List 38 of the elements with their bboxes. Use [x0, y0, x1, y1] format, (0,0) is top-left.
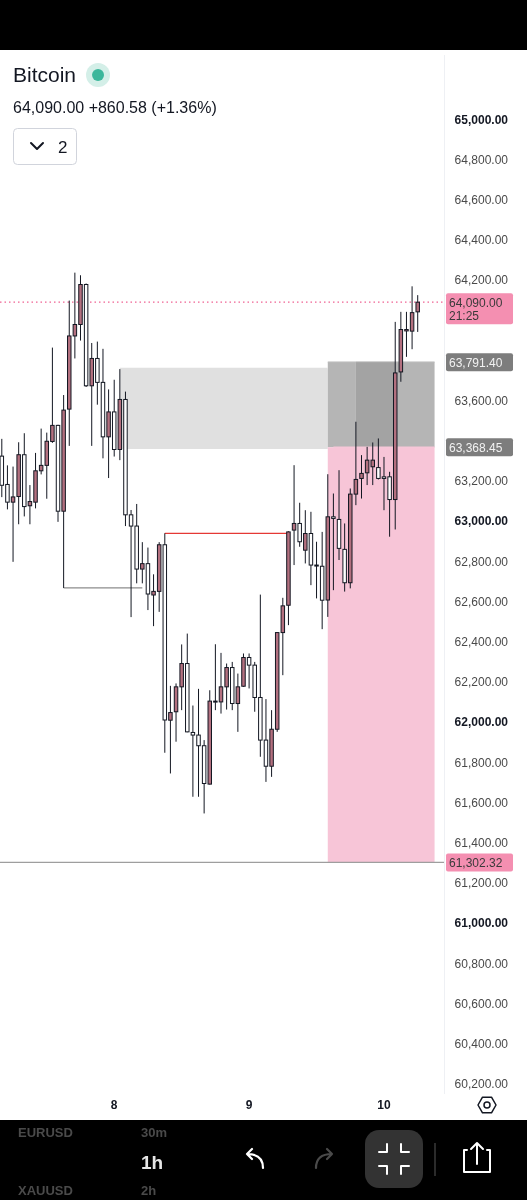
text: 30m — [141, 1125, 168, 1140]
text: 64,090.00 +860.58 (+1.36%) — [13, 99, 217, 116]
y-tick-label: 62,800.00 — [454, 554, 509, 569]
y-tick-label: 60,800.00 — [454, 956, 509, 971]
y-tick-label: 64,200.00 — [454, 273, 509, 288]
text: 21:25 — [449, 308, 480, 323]
y-tick-label: 62,400.00 — [454, 635, 509, 650]
y-tick-label: 62,600.00 — [454, 594, 509, 609]
chart-title: Bitcoin — [13, 63, 77, 86]
y-tick-label: 61,000.00 — [454, 916, 509, 931]
x-tick-label: 10 — [377, 1098, 391, 1112]
y-tick-label: 61,800.00 — [454, 755, 509, 770]
y-tick-label: 63,000.00 — [454, 514, 509, 529]
y-tick-label: 62,200.00 — [454, 675, 509, 690]
y-tick-label: 60,600.00 — [454, 996, 509, 1011]
y-tick-label: 64,800.00 — [454, 152, 509, 167]
text: XAUUSD — [18, 1183, 73, 1198]
y-tick-label: 61,200.00 — [454, 876, 509, 891]
y-tick-label: 65,000.00 — [454, 112, 509, 127]
y-tick-label: 61,600.00 — [454, 795, 509, 810]
text: EURUSD — [18, 1125, 73, 1140]
x-tick-label: 9 — [245, 1098, 253, 1112]
data-label: 63,791.40 — [449, 355, 503, 370]
ref-line-label: 64,090.00 — [449, 295, 503, 310]
y-tick-label: 60,400.00 — [454, 1036, 509, 1051]
text: 1h — [141, 1152, 164, 1173]
y-tick-label: 64,400.00 — [454, 233, 509, 248]
y-tick-label: 64,600.00 — [454, 192, 509, 207]
data-label: 63,368.45 — [449, 440, 503, 455]
y-tick-label: 63,200.00 — [454, 474, 509, 489]
x-tick-label: 8 — [110, 1098, 118, 1112]
y-tick-label: 62,000.00 — [454, 715, 509, 730]
annotation: 2 — [58, 138, 68, 157]
text: 2h — [141, 1183, 157, 1198]
ref-line-label: 61,302.32 — [449, 855, 503, 870]
y-tick-label: 61,400.00 — [454, 835, 509, 850]
y-tick-label: 63,600.00 — [454, 393, 509, 408]
y-tick-label: 60,200.00 — [454, 1077, 509, 1092]
